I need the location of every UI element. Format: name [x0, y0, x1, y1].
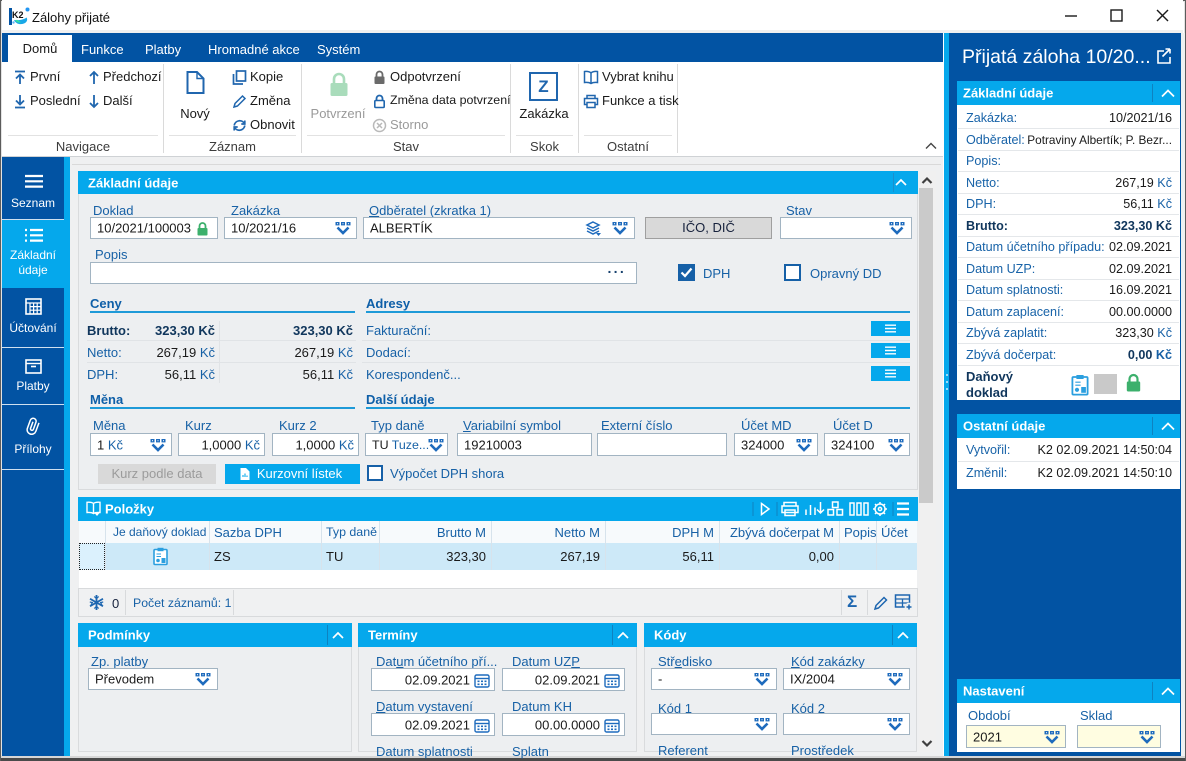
svg-text:K2: K2 — [12, 10, 24, 20]
